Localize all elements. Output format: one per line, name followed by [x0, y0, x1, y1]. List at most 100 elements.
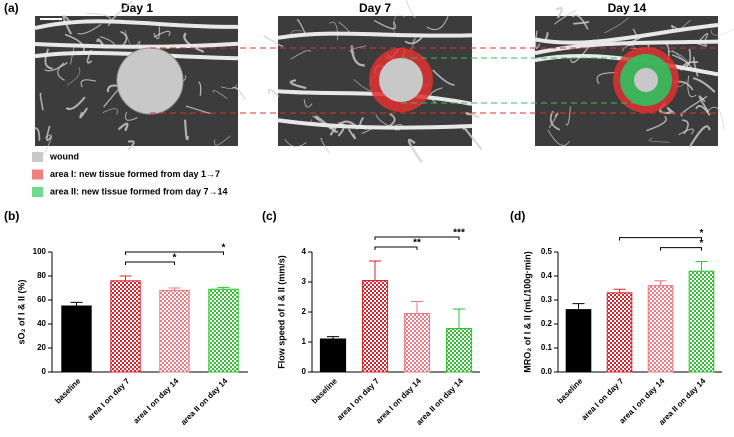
significance-bracket [619, 237, 702, 241]
vessel [46, 125, 52, 142]
error-bar [572, 303, 585, 310]
vessel [350, 45, 365, 67]
y-tick-label: 0 [42, 367, 47, 376]
vessel [688, 125, 711, 148]
error-bar [70, 301, 83, 306]
vessel [34, 41, 239, 49]
vessel [153, 26, 160, 40]
legend-label: wound [49, 151, 79, 161]
panel-label: (a) [4, 1, 19, 15]
vessel [127, 140, 135, 151]
significance-bracket [125, 251, 224, 255]
error-bar [453, 308, 465, 329]
vessel [153, 30, 171, 38]
vessel [710, 28, 734, 36]
bar [110, 280, 141, 373]
y-tick-label: 0.1 [541, 343, 553, 352]
vessel [407, 138, 423, 164]
vessel [80, 79, 96, 88]
error-bar [119, 275, 132, 281]
significance-label: * [222, 243, 226, 254]
wound [634, 68, 658, 92]
bar [445, 328, 473, 373]
vessel [465, 112, 480, 119]
error-bar [217, 286, 230, 290]
vessel [692, 56, 699, 77]
vessel [277, 118, 473, 130]
vessel [284, 138, 307, 147]
y-axis-label: Flow speed of I & II (mm/s) [276, 255, 286, 369]
y-tick-label: 0.3 [541, 295, 553, 304]
vessel [534, 53, 719, 77]
vessel [34, 50, 239, 61]
y-tick-label: 40 [37, 319, 46, 328]
bar [208, 288, 239, 373]
y-tick-label: 4 [302, 247, 307, 256]
vessel [698, 95, 710, 113]
bar [606, 292, 633, 373]
wound [379, 58, 423, 102]
y-axis-label: MRO₂ of I & II (mL/100g·min) [522, 251, 532, 373]
vessel [534, 23, 719, 45]
legend: wound area I: new tissue formed from day … [32, 151, 228, 197]
x-tick-label: area II on day 14 [179, 376, 230, 427]
bar [361, 280, 389, 373]
y-tick-label: 0.0 [541, 367, 553, 376]
vessel [329, 120, 356, 136]
x-tick-label: area II on day 14 [415, 376, 466, 427]
vessel [62, 14, 72, 35]
error-bar [168, 287, 181, 291]
vessel [604, 17, 629, 34]
vessel [77, 24, 102, 35]
day-label: Day 7 [359, 1, 391, 15]
vessel [232, 86, 246, 100]
legend-label: area II: new tissue formed from day 7→14 [50, 186, 228, 196]
vessel [534, 30, 541, 49]
vessel [373, 19, 397, 30]
vessel [44, 62, 68, 72]
vessel [596, 72, 618, 85]
bar [319, 338, 347, 373]
error-bar [327, 336, 339, 339]
vessel [347, 128, 356, 140]
vessel [212, 90, 228, 100]
vessel [555, 6, 563, 19]
vessel [548, 112, 559, 129]
y-tick-label: 0.4 [541, 271, 553, 280]
vessel [572, 14, 589, 30]
y-tick-label: 80 [37, 271, 46, 280]
y-tick-label: 0.5 [541, 247, 553, 256]
y-tick-label: 3 [302, 277, 307, 286]
x-tick-label: baseline [310, 376, 339, 405]
vessel [648, 137, 670, 143]
vessel [393, 14, 406, 37]
x-tick-label: area I on day 7 [580, 376, 626, 422]
vessel [39, 92, 44, 111]
vessel [100, 36, 116, 46]
bar [159, 289, 190, 373]
y-tick-label: 1 [302, 337, 307, 346]
vessel [183, 32, 205, 53]
vessel [426, 15, 449, 31]
legend-swatch [32, 169, 43, 180]
vessel [534, 39, 719, 56]
vessel [34, 19, 239, 31]
panel-label: (b) [4, 209, 19, 223]
vessel [329, 21, 338, 41]
y-tick-label: 2 [302, 307, 307, 316]
wound [116, 47, 184, 115]
y-tick-label: 60 [37, 295, 46, 304]
vessel [573, 21, 590, 25]
vessel [707, 106, 725, 131]
y-tick-label: 0 [302, 367, 307, 376]
error-bar [695, 261, 708, 272]
error-bar [613, 288, 626, 293]
x-tick-label: area I on day 14 [132, 376, 181, 425]
vessel [267, 88, 280, 98]
bar [403, 313, 431, 373]
vessel [125, 111, 138, 121]
error-bar [654, 280, 667, 286]
vessel [695, 105, 711, 116]
vessel [277, 31, 473, 40]
